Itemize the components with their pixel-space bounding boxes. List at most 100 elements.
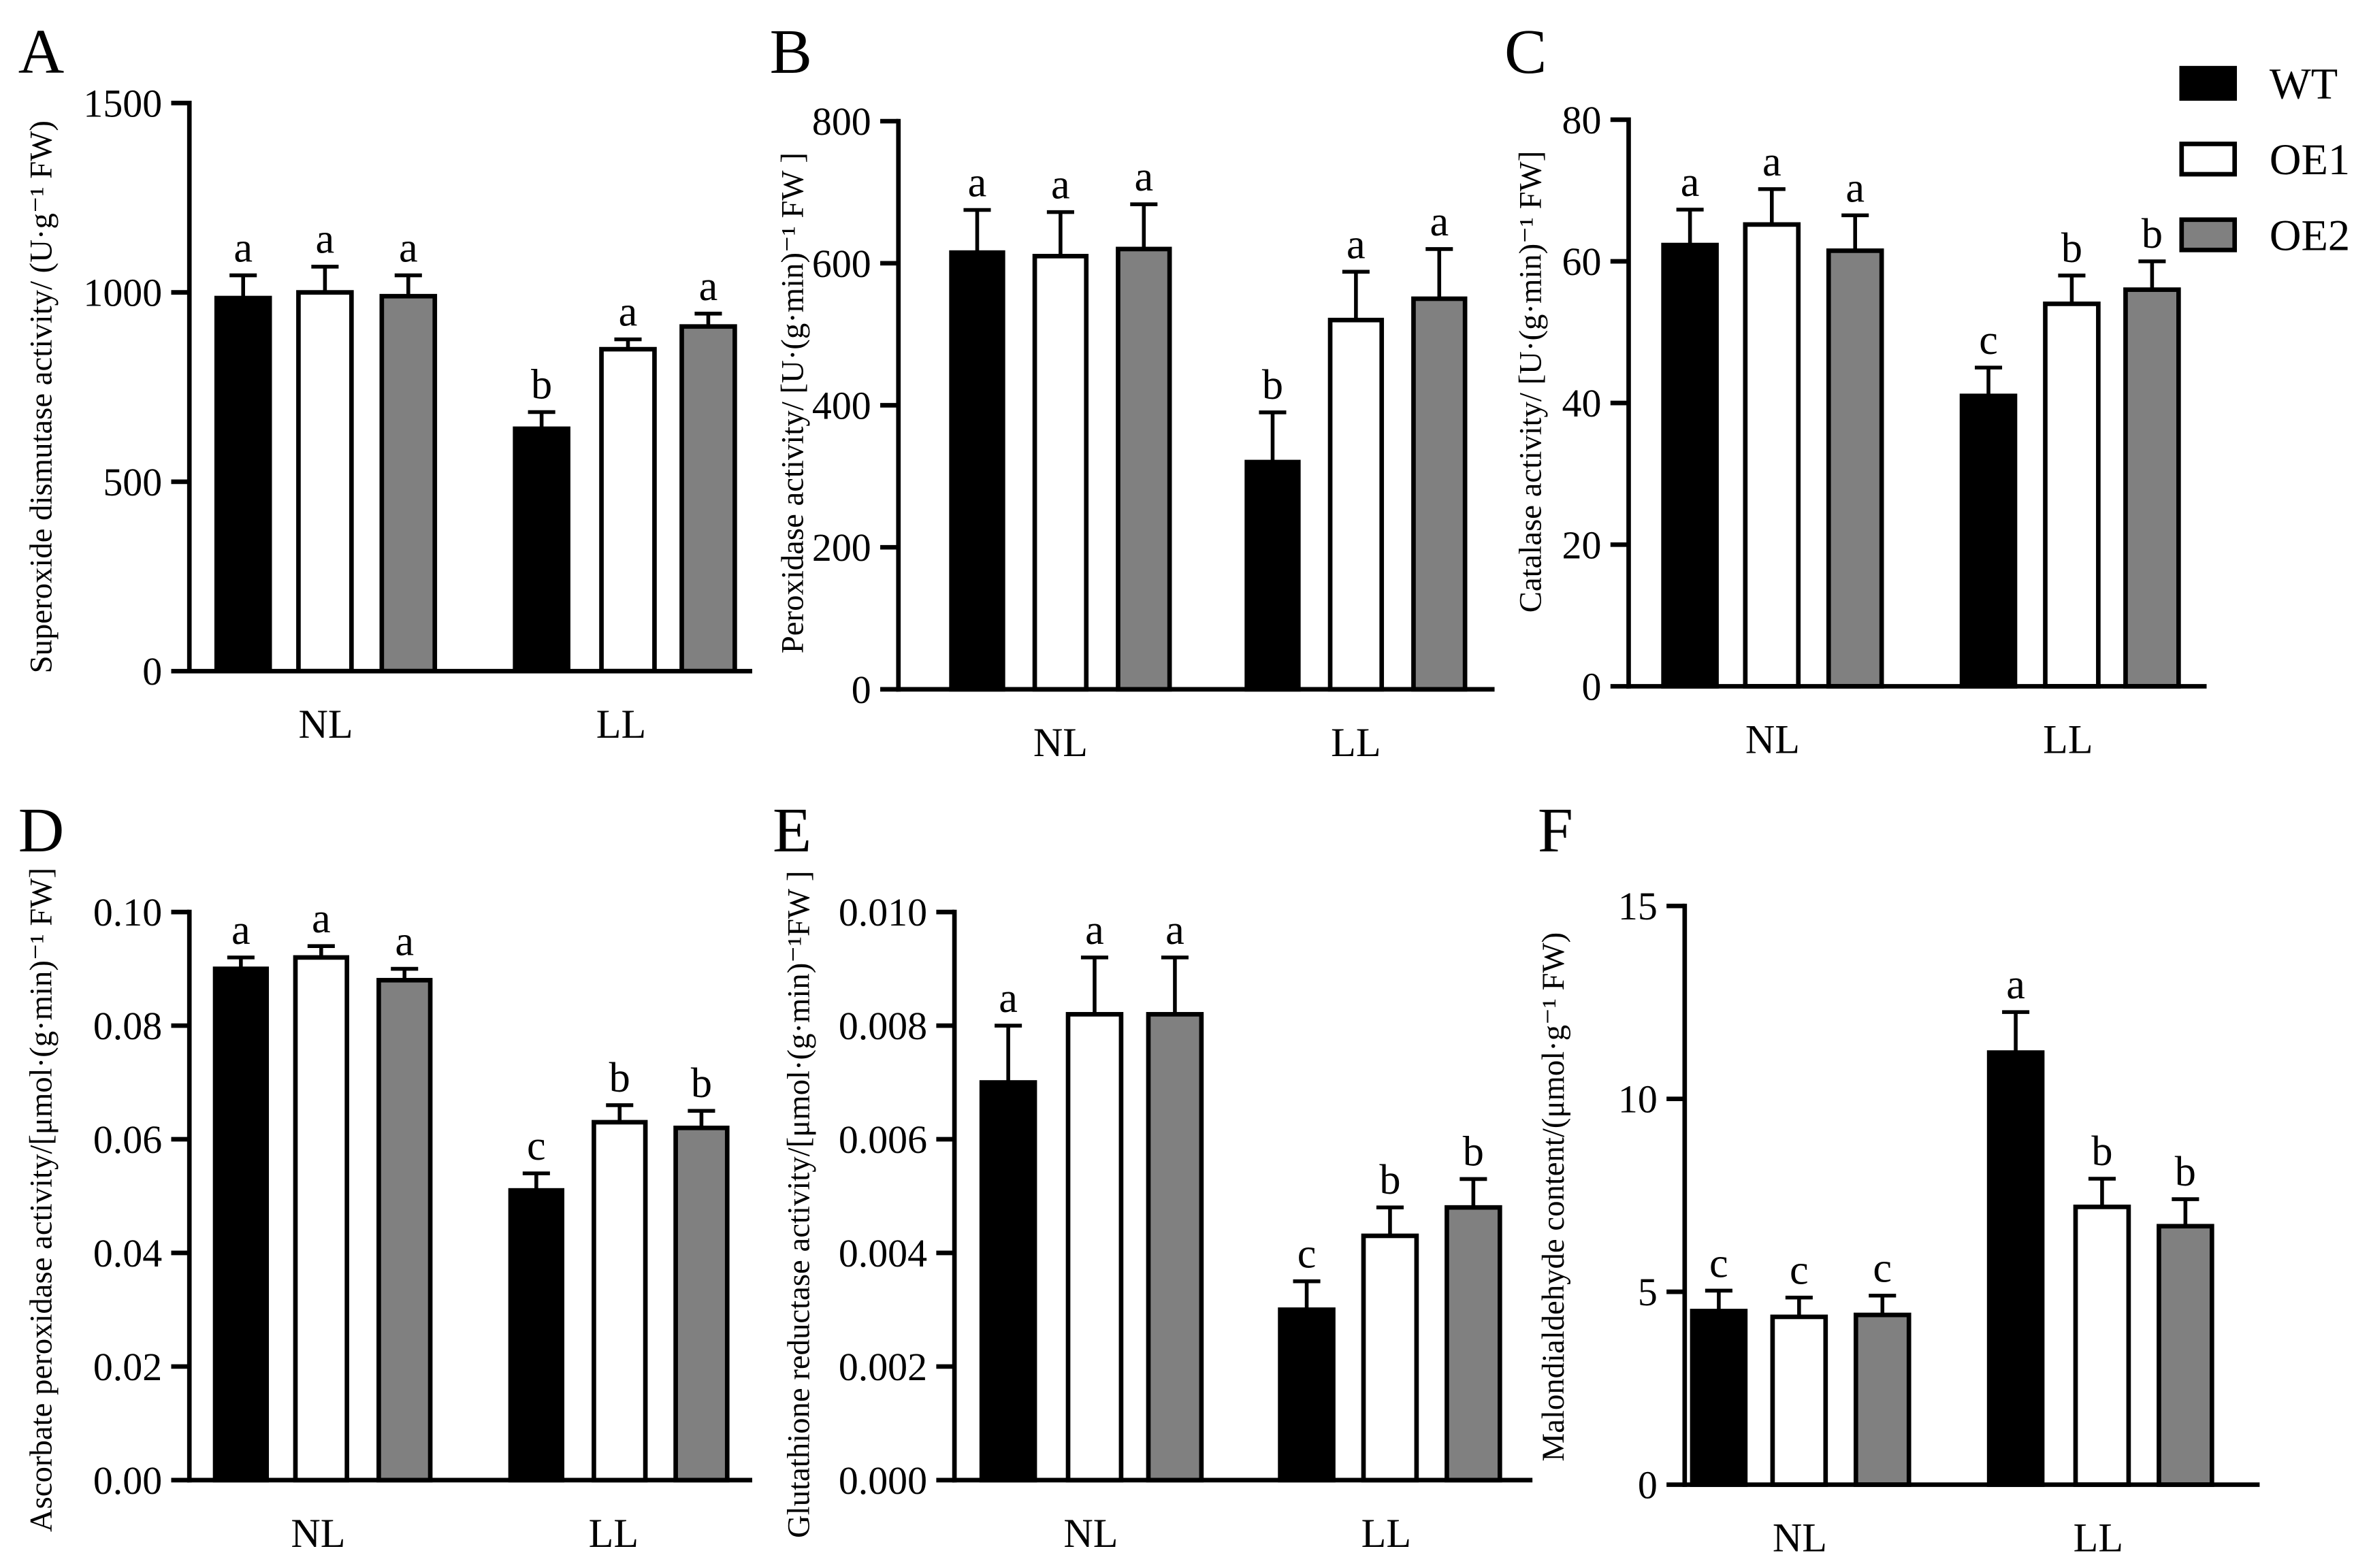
bar-ll-oe2 [2123,287,2181,689]
significance-letter: c [1709,1239,1728,1286]
legend-label-oe2: OE2 [2270,210,2350,259]
x-category-label: NL [1033,719,1088,765]
bar-nl-oe2 [379,293,438,674]
y-tick-label: 0.02 [93,1345,162,1389]
y-tick-label: 10 [1618,1077,1658,1122]
panel-label: E [773,796,811,866]
panel-b: B Peroxidase activity/ [U·(g·min)⁻¹ FW ] 0… [770,17,1495,765]
significance-letter: a [1134,153,1153,200]
bar-nl-wt [212,966,270,1483]
bar-ll-wt [1986,1050,2045,1487]
significance-letter: a [2006,961,2025,1008]
significance-letter: a [1681,159,1700,206]
significance-letter: b [1379,1156,1400,1203]
significance-letter: b [691,1060,712,1107]
legend: WT OE1 OE2 [2179,59,2350,259]
y-axis-label: Catalase activity/ [U·(g·min)⁻¹ FW] [1513,151,1548,613]
bar-ll-wt [508,1188,565,1483]
y-tick-label: 0 [142,649,162,693]
y-tick-label: 0.002 [839,1345,927,1389]
y-tick-label: 500 [103,460,162,504]
bar-nl-oe2 [1853,1312,1912,1487]
significance-letter: c [1979,316,1998,363]
significance-letter: b [2061,225,2082,272]
x-category-label: LL [589,1510,639,1556]
bar-nl-oe2 [1826,248,1884,689]
bar-nl-wt [214,295,272,674]
bar-ll-oe2 [679,324,737,674]
y-tick-label: 20 [1562,523,1602,567]
significance-letter: c [1790,1247,1809,1294]
panel-e: E Glutathione reductase activity/[μmol·(g… [773,796,1533,1556]
bar-ll-oe2 [1445,1205,1502,1483]
y-tick-label: 0.08 [93,1004,162,1048]
legend-swatch-oe2 [2179,217,2238,252]
bar-ll-oe1 [1327,317,1385,692]
bar-ll-oe1 [2073,1205,2131,1487]
y-tick-label: 80 [1562,98,1602,142]
bar-nl-oe1 [1770,1314,1828,1487]
significance-letter: a [316,216,335,263]
y-tick-label: 0.04 [93,1231,162,1275]
panel-label: B [770,17,812,87]
significance-letter: c [1297,1230,1317,1277]
y-tick-label: 600 [812,242,871,286]
y-tick-label: 0.06 [93,1117,162,1162]
bar-nl-oe1 [1032,254,1089,692]
y-axis-label: Peroxidase activity/ [U·(g·min)⁻¹ FW ] [775,152,811,653]
panel-label: F [1538,796,1573,866]
panel-label: D [18,796,65,866]
legend-swatch-oe1 [2179,142,2238,177]
y-tick-label: 0.10 [93,890,162,934]
significance-letter: a [312,895,331,942]
bar-nl-oe1 [1065,1012,1124,1483]
bar-ll-wt [1244,459,1301,692]
y-tick-label: 800 [812,99,871,144]
x-category-label: LL [2074,1515,2123,1561]
y-tick-label: 0 [1581,664,1601,708]
y-tick-label: 0.000 [839,1458,927,1503]
y-tick-label: 200 [812,525,871,570]
y-tick-label: 5 [1638,1270,1658,1314]
y-tick-label: 15 [1618,884,1658,928]
bar-nl-oe2 [376,977,433,1483]
bar-ll-oe1 [592,1120,648,1483]
y-tick-label: 0.00 [93,1458,162,1503]
y-tick-label: 0.008 [839,1004,927,1048]
y-tick-label: 0 [852,668,871,712]
bar-nl-oe1 [293,955,349,1483]
bar-nl-oe2 [1116,246,1172,692]
significance-letter: a [1845,164,1865,211]
y-tick-label: 40 [1562,381,1602,425]
x-category-label: LL [1331,719,1381,765]
bar-ll-oe1 [1361,1233,1419,1483]
bar-nl-oe1 [1743,222,1801,689]
significance-letter: a [395,918,414,965]
bar-nl-oe1 [296,290,354,674]
significance-letter: a [399,225,418,272]
y-tick-label: 0.010 [839,890,927,934]
significance-letter: b [2091,1128,2112,1175]
y-tick-label: 1500 [83,81,162,125]
significance-letter: a [968,159,987,206]
legend-label-oe1: OE1 [2270,135,2350,184]
significance-letter: a [1430,198,1449,245]
bar-ll-oe1 [599,346,657,674]
x-category-label: NL [1063,1510,1118,1556]
significance-letter: b [609,1054,630,1101]
y-tick-label: 0.004 [839,1231,927,1275]
panels: A Superoxide dismutase activity/ (U·g⁻¹ F… [18,17,2260,1561]
significance-letter: a [699,263,718,310]
panel-a: A Superoxide dismutase activity/ (U·g⁻¹ F… [18,17,752,747]
x-category-label: NL [1773,1515,1827,1561]
bar-nl-wt [949,250,1005,692]
x-category-label: NL [291,1510,345,1556]
significance-letter: a [1165,906,1184,953]
legend-label-wt: WT [2270,59,2338,108]
y-tick-label: 60 [1562,240,1602,284]
bar-nl-oe2 [1146,1012,1204,1483]
y-axis-label: Superoxide dismutase activity/ (U·g⁻¹ FW… [24,120,59,673]
significance-letter: a [999,975,1018,1022]
significance-letter: a [1762,138,1781,185]
